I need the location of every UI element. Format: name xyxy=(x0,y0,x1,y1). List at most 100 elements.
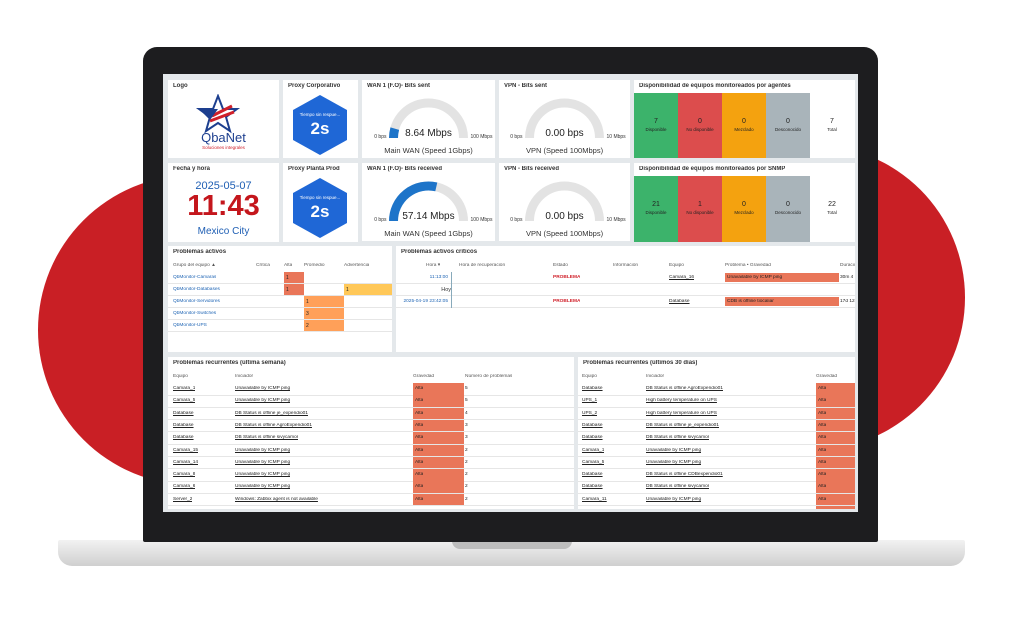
star-tri xyxy=(199,109,218,120)
severity-count: 1 xyxy=(306,299,309,305)
severity-label: Alta xyxy=(818,386,827,391)
column-header: Estado xyxy=(553,263,568,268)
severity-label: Alta xyxy=(818,484,827,490)
severity-label: Alta xyxy=(415,496,424,502)
column-header: Equipo xyxy=(669,263,684,268)
severity-cell: Alta xyxy=(816,469,855,481)
cell-text: 2 xyxy=(465,472,468,478)
availability-cell: 0 Desconocido xyxy=(766,93,810,158)
problem-duration: 30m 4 xyxy=(840,275,854,280)
severity-cell: Alta xyxy=(413,481,464,493)
availability-value: 0 xyxy=(698,117,702,125)
availability-value: 0 xyxy=(786,117,790,125)
column-header: Información xyxy=(613,263,639,268)
cell-text: Camara_5 xyxy=(173,398,196,404)
problem-time: 11:13:00 xyxy=(429,275,448,280)
availability-label: Mezclado xyxy=(734,210,754,215)
row-divider xyxy=(396,307,855,308)
severity-count: 3 xyxy=(306,311,309,317)
tagline: Soluciones integrales xyxy=(202,145,245,150)
row-divider xyxy=(578,456,855,457)
severity-label: Alta xyxy=(818,472,827,478)
laptop-notch xyxy=(452,540,572,549)
widget-title: VPN - Bits sent xyxy=(504,83,548,89)
availability-cell: 7 Disponible xyxy=(634,93,678,158)
status-hexagon: Tiempo sin respue... 2s xyxy=(293,95,347,155)
severity-cell: 1 xyxy=(304,296,344,307)
problem-cell: CDB is offline tiocaliar xyxy=(725,297,839,306)
row-divider xyxy=(168,480,574,482)
trigger-name: DB Status is offline AgroExpendio01 xyxy=(646,386,723,391)
gauge-caption: Main WAN (Speed 1Gbps) xyxy=(384,229,473,238)
row-divider xyxy=(168,307,392,308)
severity-label: Alta xyxy=(415,422,424,428)
cell-text: Database xyxy=(173,422,194,428)
severity-label: Alta xyxy=(415,472,424,478)
availability-label: No disponible xyxy=(686,126,714,132)
severity-cell: Alta xyxy=(816,407,855,420)
problem-host: Database xyxy=(669,299,690,304)
severity-label: Alta xyxy=(818,422,827,428)
timeline xyxy=(451,272,452,308)
trigger-name: Unavailable by ICMP ping xyxy=(646,496,702,502)
cell-text: 2 xyxy=(465,459,468,465)
column-header: Grupo del equipo ▲ xyxy=(173,263,216,268)
status-value: 2s xyxy=(310,119,330,138)
gauge-value: 57.14 Mbps xyxy=(402,211,454,222)
trigger-name: DB Status is offline sivycamor xyxy=(646,435,710,441)
row-divider xyxy=(168,319,392,320)
row-divider xyxy=(168,406,574,408)
availability-label: Disponible xyxy=(645,126,667,132)
column-header: Gravedad xyxy=(413,374,435,379)
availability-label: Total xyxy=(827,126,837,132)
availability-value: 22 xyxy=(828,201,836,208)
severity-count: 1 xyxy=(346,287,349,293)
widget: Logo QbaNet Soluciones integrales xyxy=(168,80,279,158)
problem-cell: Unavailable by ICMP ping xyxy=(725,273,839,282)
cell-text: 5 xyxy=(465,386,468,391)
column-header: Promedio xyxy=(304,263,325,268)
severity-cell: Alta xyxy=(816,493,855,506)
column-header: Advertencia xyxy=(344,263,370,268)
row-divider xyxy=(396,295,855,296)
cell-text: 3 xyxy=(465,422,468,428)
gauge-max: 10 Mbps xyxy=(607,217,627,223)
problem-status: PROBLEMA xyxy=(553,299,581,304)
severity-cell: Alta xyxy=(816,383,855,395)
column-header: Hora de recuperación xyxy=(459,263,506,268)
availability-label: No disponible xyxy=(686,210,714,215)
cell-text: Camara_5 xyxy=(582,459,605,465)
gauge-fill xyxy=(389,127,400,139)
severity-cell: Alta xyxy=(816,395,855,407)
severity-label: Alta xyxy=(415,410,424,416)
date-divider: Hoy xyxy=(441,287,451,293)
cell-text: Database xyxy=(582,422,603,428)
row-divider xyxy=(168,283,392,284)
widget-title: Disponibilidad de equipos monitoreados p… xyxy=(639,166,786,172)
column-header: Número de problemas xyxy=(465,374,513,379)
availability-value: 7 xyxy=(654,117,658,125)
problem-time: 2025-04-19 23:42:05 xyxy=(403,299,448,304)
row-divider xyxy=(168,456,574,457)
row-divider xyxy=(578,443,855,445)
trigger-name: Unavailable by ICMP ping xyxy=(235,459,291,465)
gauge-max: 100 Mbps xyxy=(471,134,493,140)
gauge-max: 10 Mbps xyxy=(607,134,627,140)
row-divider xyxy=(578,492,855,494)
widget: Problemas activos Grupo del equipo ▲ Críti… xyxy=(168,246,392,352)
cell-text: Camara_6 xyxy=(173,484,196,490)
severity-label: Alta xyxy=(818,398,827,404)
column-header: Gravedad xyxy=(816,374,838,379)
severity-cell: Alta xyxy=(816,419,855,432)
brand: QbaNet xyxy=(201,130,246,145)
cell-text: UPS_1 xyxy=(582,398,598,404)
severity-cell: 3 xyxy=(304,308,344,319)
trigger-name: Unavailable by ICMP ping xyxy=(235,484,291,490)
trigger-name: High battery temperature on UPS xyxy=(646,410,717,416)
cell-text: Database xyxy=(582,484,603,490)
trigger-name: DB Status is offline je_expendio01 xyxy=(646,422,719,428)
cell-text: 3 xyxy=(465,435,468,441)
row-divider xyxy=(396,283,855,284)
